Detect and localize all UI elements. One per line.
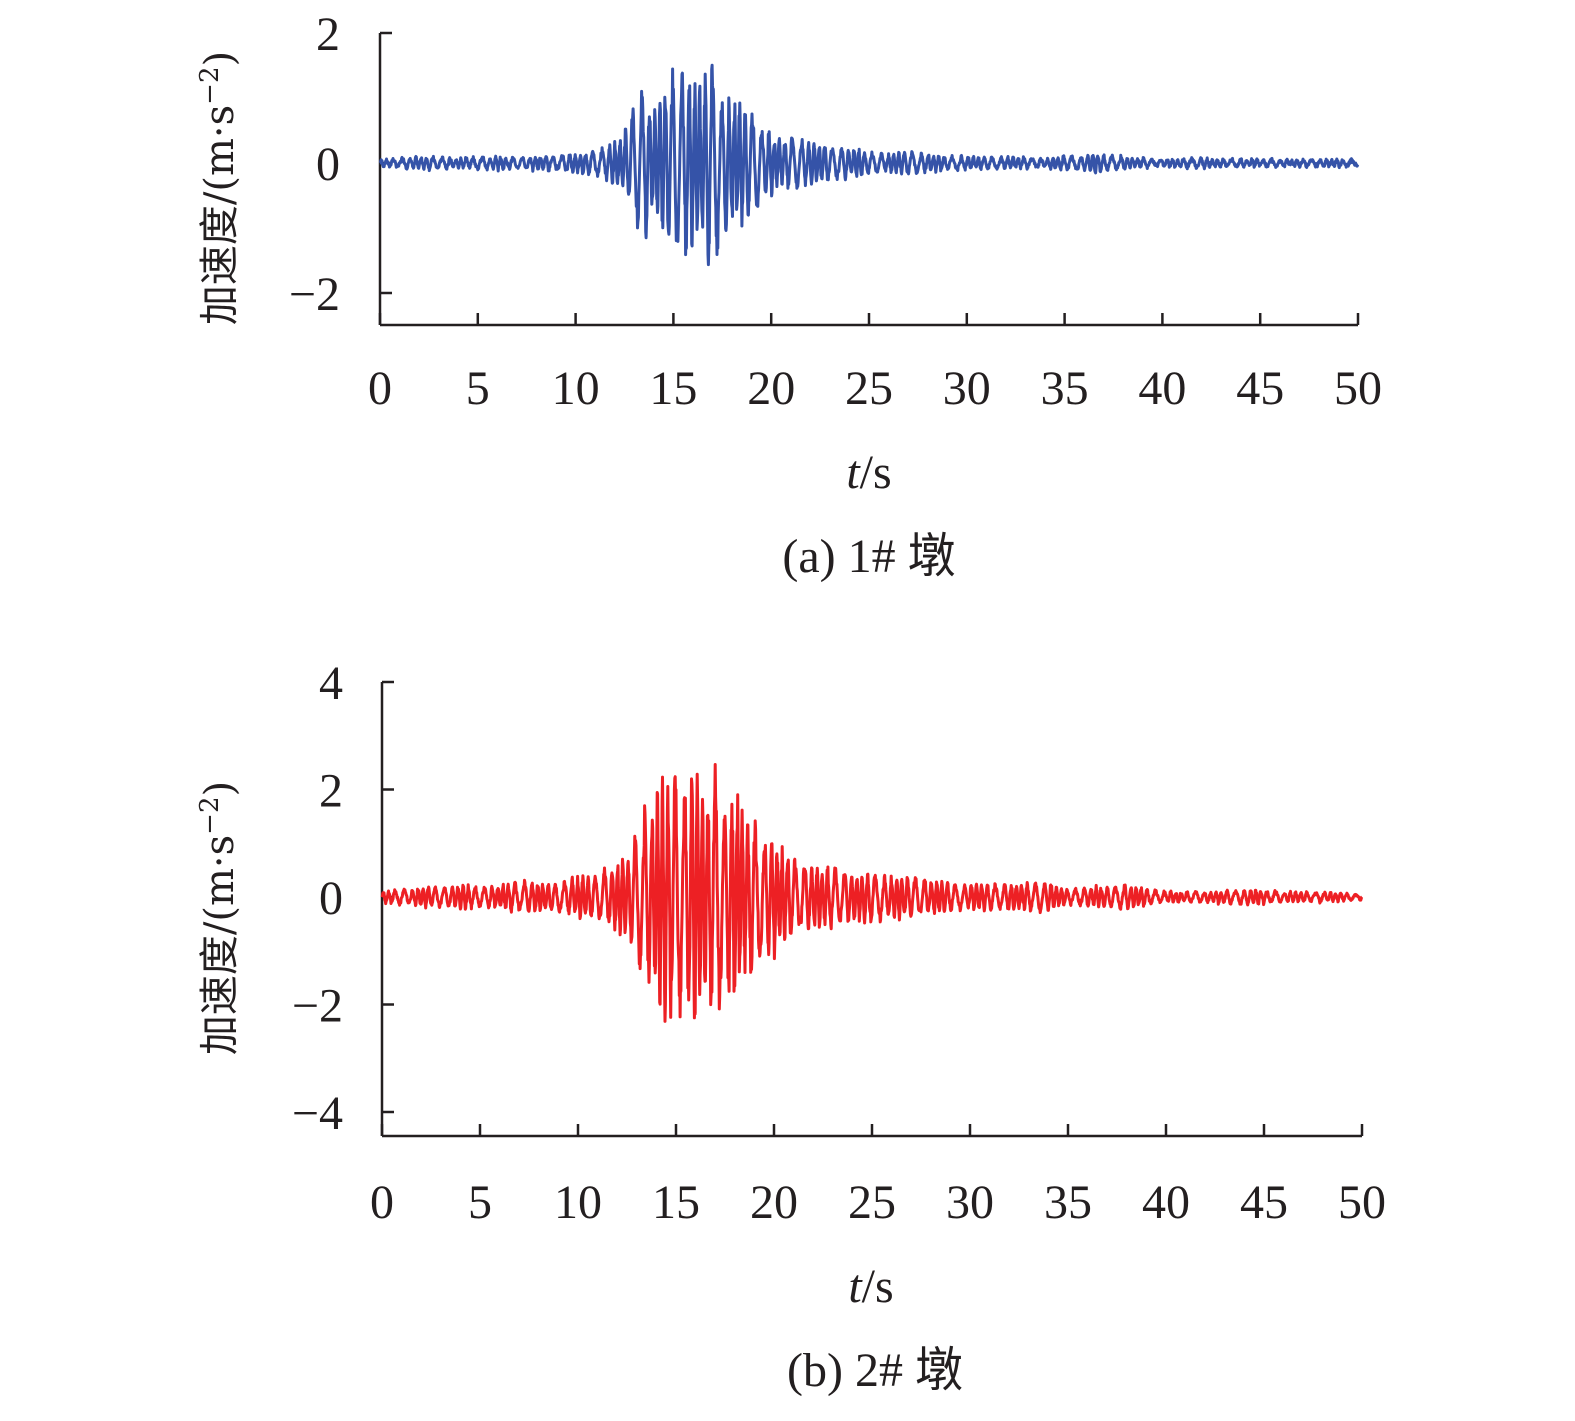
series-group — [378, 63, 1360, 267]
x-tick-label: 0 — [370, 1176, 394, 1229]
y-tick-label: 0 — [319, 872, 343, 925]
x-tick-label: 10 — [552, 362, 600, 415]
panel-caption: (b) 2# 墩 — [787, 1344, 963, 1397]
x-tick-label: 25 — [848, 1176, 896, 1229]
y-tick-label: 0 — [316, 138, 340, 191]
y-tick-label: 2 — [316, 8, 340, 61]
x-tick-label: 30 — [946, 1176, 994, 1229]
x-tick-label: 15 — [649, 362, 697, 415]
x-axis-title: t/s — [846, 446, 891, 499]
x-tick-label: 5 — [468, 1176, 492, 1229]
x-tick-label: 20 — [747, 362, 795, 415]
y-ticks: −2 0 2 — [289, 8, 392, 321]
x-tick-label: 20 — [750, 1176, 798, 1229]
y-tick-label: 4 — [319, 657, 343, 710]
y-tick-label: −2 — [289, 268, 340, 321]
y-axis-title: 加速度/(m·s−2) — [195, 51, 243, 325]
y-ticks: −4 −2 0 2 4 — [292, 657, 394, 1140]
x-tick-label: 25 — [845, 362, 893, 415]
x-tick-label: 30 — [943, 362, 991, 415]
x-ticks: 0 5 10 15 20 25 30 35 40 45 50 — [368, 313, 1382, 415]
y-axis-title: 加速度/(m·s−2) — [195, 781, 243, 1055]
x-ticks: 0 5 10 15 20 25 30 35 40 45 50 — [370, 1124, 1386, 1229]
series-line-acceleration — [380, 763, 1364, 1023]
chart-panel-b: −4 −2 0 2 4 0 5 10 15 20 25 30 35 40 45 50 加速度/(m·s−2)… — [195, 657, 1386, 1397]
series-line-acceleration — [378, 63, 1360, 267]
x-tick-label: 15 — [652, 1176, 700, 1229]
x-tick-label: 50 — [1338, 1176, 1386, 1229]
y-tick-label: −2 — [292, 980, 343, 1033]
x-tick-label: 5 — [466, 362, 490, 415]
x-tick-label: 35 — [1044, 1176, 1092, 1229]
x-tick-label: 10 — [554, 1176, 602, 1229]
chart-panel-a: −2 0 2 0 5 10 15 20 25 30 35 40 45 50 加速度/(m·s−2) t/… — [195, 8, 1382, 583]
x-tick-label: 45 — [1240, 1176, 1288, 1229]
panel-caption: (a) 1# 墩 — [782, 530, 955, 583]
x-tick-label: 35 — [1041, 362, 1089, 415]
y-tick-label: 2 — [319, 765, 343, 818]
x-axis-title: t/s — [848, 1260, 893, 1313]
series-group — [380, 763, 1364, 1023]
x-tick-label: 0 — [368, 362, 392, 415]
x-tick-label: 40 — [1142, 1176, 1190, 1229]
x-tick-label: 40 — [1138, 362, 1186, 415]
y-tick-label: −4 — [292, 1087, 343, 1140]
x-tick-label: 50 — [1334, 362, 1382, 415]
x-tick-label: 45 — [1236, 362, 1284, 415]
